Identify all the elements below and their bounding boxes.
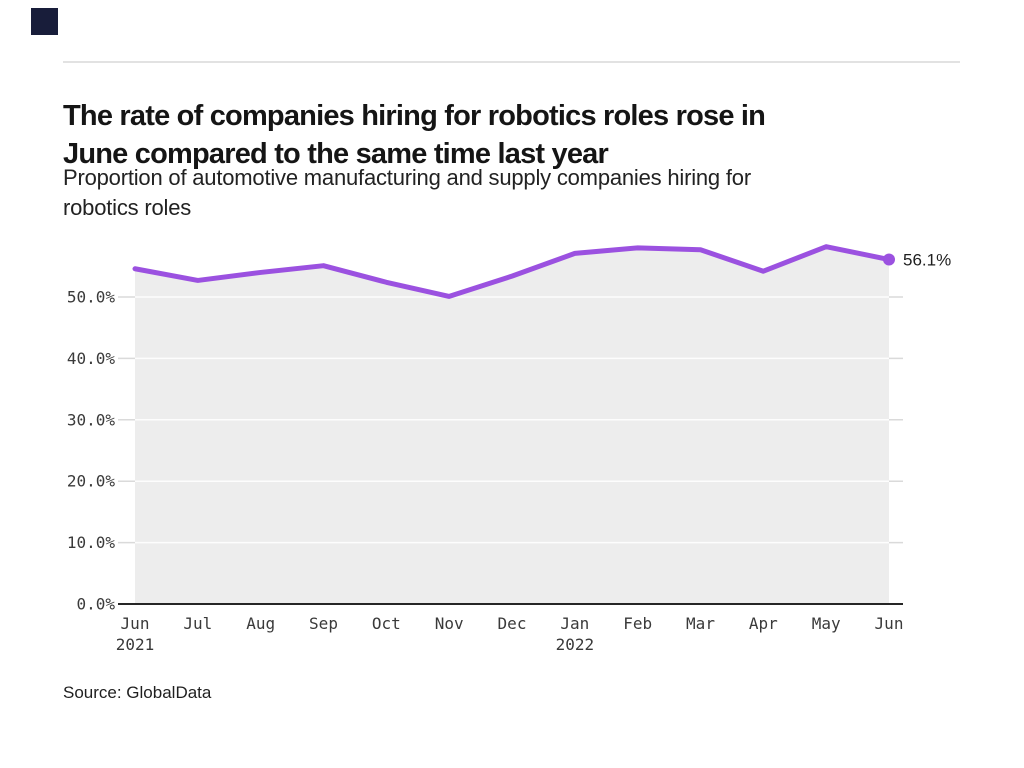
series-area [135,246,889,605]
series-line [132,244,892,299]
brand-logo-square [31,8,58,35]
y-tick-label: 10.0% [67,533,116,552]
chart-subtitle: Proportion of automotive manufacturing a… [63,163,943,223]
x-tick-label: Sep [309,614,338,633]
y-tick-label: 50.0% [67,288,116,307]
chart-title-line1: The rate of companies hiring for robotic… [63,100,766,133]
x-tick-label: Jun [121,614,150,633]
x-tick-label: Jul [183,614,212,633]
header-divider [63,61,960,63]
chart-subtitle-line1: Proportion of automotive manufacturing a… [63,165,751,190]
x-tick-label: Mar [686,614,715,633]
y-tick-label: 30.0% [67,410,116,429]
y-tick-label: 0.0% [76,595,115,614]
x-tick-label: Apr [749,614,778,633]
x-tick-label: Dec [498,614,527,633]
y-tick-label: 40.0% [67,349,116,368]
end-point-dot [883,253,895,266]
x-tick-year-label: 2021 [116,635,155,654]
y-tick-label: 20.0% [67,472,116,491]
end-value-label: 56.1% [903,251,951,270]
chart-title-line2: June compared to the same time last year [63,138,609,171]
x-tick-label: Jan [560,614,589,633]
x-tick-label: Oct [372,614,401,633]
x-tick-label: Feb [623,614,652,633]
x-tick-label: Nov [435,614,464,633]
x-tick-label: May [812,614,841,633]
x-tick-label: Aug [246,614,275,633]
source-credit: Source: GlobalData [63,683,212,702]
x-tick-year-label: 2022 [556,635,595,654]
chart-title: The rate of companies hiring for robotic… [63,97,923,173]
chart-subtitle-line2: robotics roles [63,195,192,220]
x-tick-label: Jun [875,614,904,633]
